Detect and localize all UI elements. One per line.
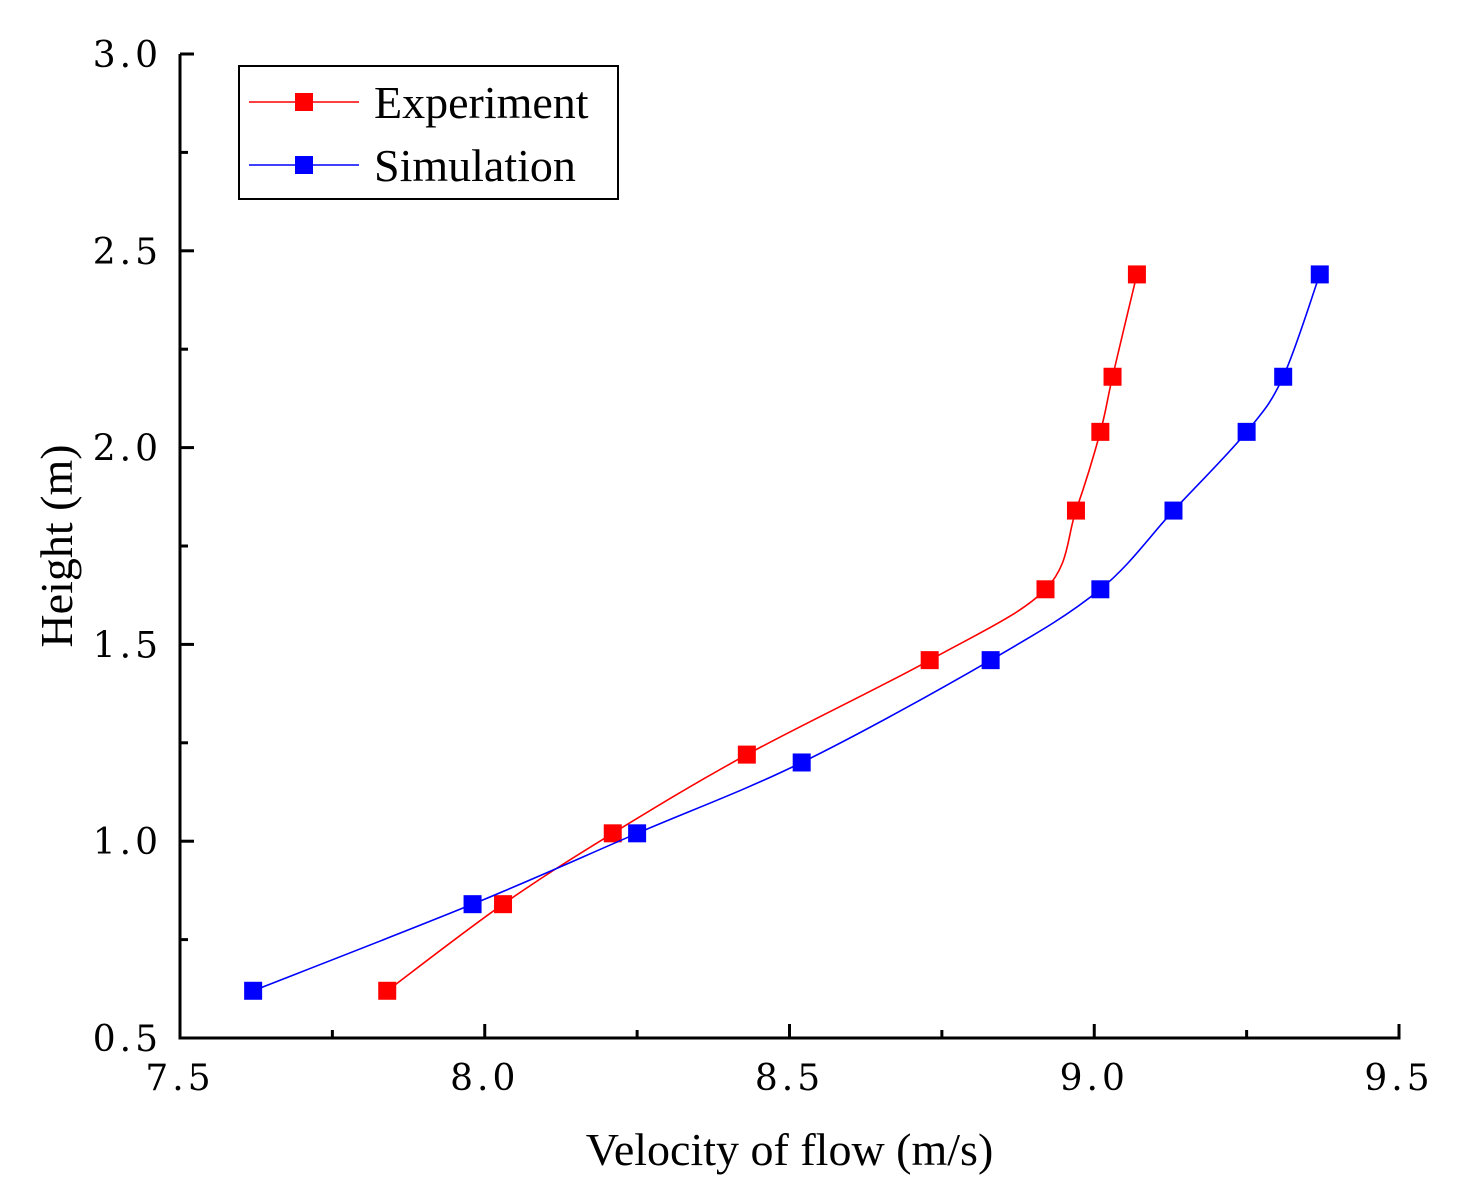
data-point-experiment [1091, 422, 1110, 441]
y-tick-label: 2.0 [93, 429, 162, 470]
y-axis-title: Height (m) [31, 444, 82, 647]
x-tick-label: 7.5 [145, 1058, 214, 1099]
y-tick-label: 1.0 [93, 822, 162, 863]
data-point-experiment [1103, 367, 1122, 386]
data-point-simulation [463, 895, 482, 914]
data-point-simulation [244, 981, 263, 1000]
legend: Experiment Simulation [238, 65, 619, 200]
legend-box [238, 65, 619, 200]
data-point-experiment [737, 745, 756, 764]
data-point-simulation [1237, 422, 1256, 441]
y-tick-label: 0.5 [93, 1019, 162, 1060]
x-tick-label: 9.0 [1060, 1058, 1129, 1099]
data-point-experiment [494, 895, 513, 914]
legend-label-simulation: Simulation [374, 140, 576, 191]
data-point-simulation [981, 651, 1000, 670]
data-point-simulation [628, 824, 647, 843]
data-point-experiment [378, 981, 397, 1000]
plot-area: 7.5 8.0 8.5 9.0 9.5 0.5 1.0 1.5 2.0 2.5 3.0 [93, 35, 1433, 1099]
legend-label-experiment: Experiment [374, 77, 589, 128]
y-tick-label: 2.5 [93, 232, 162, 273]
data-point-simulation [1274, 367, 1293, 386]
data-point-experiment [603, 824, 622, 843]
data-point-simulation [1091, 580, 1110, 599]
x-tick-label: 9.5 [1364, 1058, 1433, 1099]
axis-ticks: 7.5 8.0 8.5 9.0 9.5 0.5 1.0 1.5 2.0 2.5 3.0 [93, 35, 1433, 1099]
x-tick-label: 8.5 [755, 1058, 824, 1099]
data-point-simulation [1310, 265, 1329, 284]
y-tick-label: 1.5 [93, 625, 162, 666]
x-tick-label: 8.0 [450, 1058, 519, 1099]
series-layer [244, 265, 1329, 1000]
series-line-simulation [252, 274, 1321, 992]
y-tick-label: 3.0 [93, 35, 162, 76]
data-point-experiment [1066, 501, 1085, 520]
legend-marker-experiment [295, 93, 313, 111]
data-point-experiment [1036, 580, 1055, 599]
x-axis-title: Velocity of flow (m/s) [586, 1124, 994, 1175]
data-point-simulation [1164, 501, 1183, 520]
legend-marker-simulation [295, 156, 313, 174]
data-point-experiment [920, 651, 939, 670]
data-point-simulation [792, 753, 811, 772]
data-point-experiment [1127, 265, 1146, 284]
series-line-experiment [386, 274, 1138, 992]
legend-item-simulation: Simulation [249, 140, 576, 191]
legend-item-experiment: Experiment [249, 77, 589, 128]
